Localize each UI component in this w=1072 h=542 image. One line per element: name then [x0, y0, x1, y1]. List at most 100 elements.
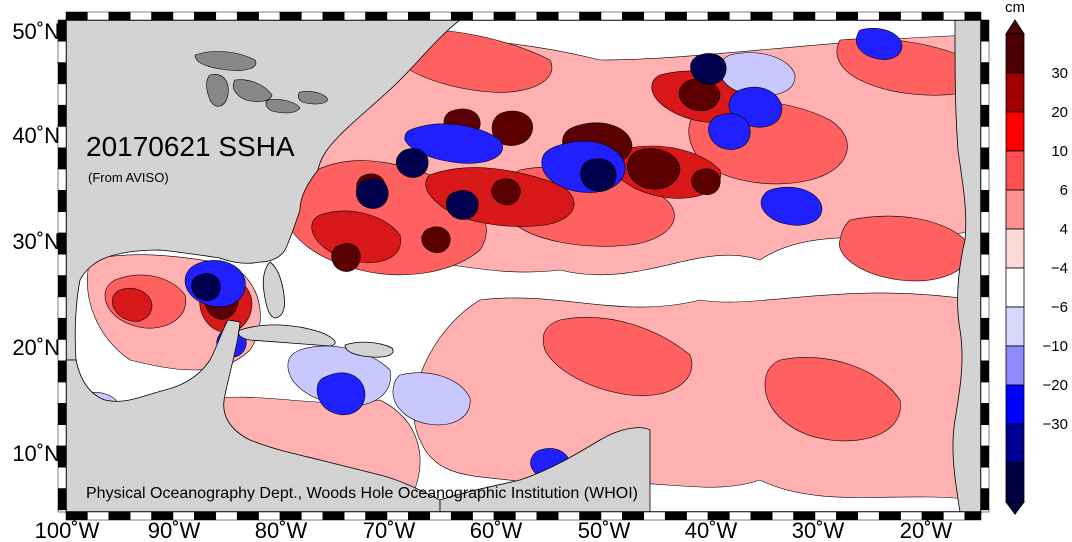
colorbar-max-arrow: [1005, 19, 1025, 35]
frame-segment: [600, 11, 623, 21]
frame-segment: [515, 11, 538, 21]
frame-segment: [980, 467, 990, 489]
frame-segment: [408, 11, 431, 21]
frame-segment: [557, 511, 580, 521]
frame-segment: [750, 511, 773, 521]
frame-segment: [964, 511, 982, 521]
florida-land: [262, 261, 285, 319]
frame-segment: [857, 511, 880, 521]
colorbar-tick-labels: 30 20 10 6 4 −4 −6 −10 −20 −30: [1043, 65, 1068, 433]
frame-segment: [87, 11, 110, 21]
lon-label-100w: 100˚W: [35, 518, 100, 542]
frame-segment: [980, 275, 990, 298]
map-credit: Physical Oceanography Dept., Woods Hole …: [86, 485, 638, 502]
frame-segment: [579, 11, 602, 21]
frame-segment: [980, 83, 990, 106]
longitude-labels: 100˚W 90˚W 80˚W 70˚W 60˚W 50˚W 40˚W 30˚W…: [35, 518, 953, 542]
frame-segment: [707, 11, 730, 21]
map-title: 20170621 SSHA: [86, 131, 295, 162]
frame-segment: [429, 11, 452, 21]
frame-segment: [215, 511, 238, 521]
frame-segment: [65, 11, 88, 21]
frame-segment: [129, 11, 152, 21]
colorbar-tick-label: 4: [1060, 221, 1068, 238]
frame-segment: [980, 254, 990, 276]
frame-segment: [964, 11, 982, 21]
lat-label-50: 50˚N: [12, 19, 60, 44]
frame-segment: [980, 211, 990, 234]
frame-segment: [900, 11, 923, 21]
frame-segment: [980, 360, 990, 383]
frame-segment: [57, 147, 67, 170]
colorbar-cell: [1005, 33, 1025, 74]
frame-segment: [365, 11, 388, 21]
frame-segment: [980, 19, 990, 42]
frame-checker-border: [57, 11, 990, 521]
lon-label-60w: 60˚W: [470, 518, 523, 542]
frame-segment: [57, 381, 67, 404]
frame-segment: [980, 488, 990, 511]
frame-segment: [557, 11, 580, 21]
colorbar-tick-label: 20: [1051, 104, 1068, 121]
frame-segment: [980, 509, 990, 513]
north-america-land: [66, 20, 461, 361]
frame-segment: [57, 168, 67, 191]
frame-segment: [493, 11, 516, 21]
lon-label-50w: 50˚W: [578, 518, 631, 542]
frame-segment: [980, 126, 990, 149]
colorbar-tick-label: −4: [1051, 260, 1068, 277]
colorbar-tick-label: −30: [1043, 416, 1068, 433]
frame-segment: [643, 11, 666, 21]
frame-segment: [943, 11, 966, 21]
frame-segment: [172, 11, 195, 21]
frame-segment: [980, 381, 990, 404]
frame-segment: [536, 511, 559, 521]
colorbar-cells: [1005, 19, 1025, 515]
frame-segment: [980, 445, 990, 468]
frame-segment: [429, 511, 452, 521]
colorbar-cell: [1005, 267, 1025, 308]
frame-segment: [980, 168, 990, 191]
frame-segment: [980, 147, 990, 170]
lat-label-30: 30˚N: [12, 229, 60, 254]
frame-segment: [57, 275, 67, 298]
frame-segment: [771, 11, 794, 21]
colorbar-cell: [1005, 462, 1025, 503]
frame-segment: [729, 11, 752, 21]
map-subtitle: (From AVISO): [88, 170, 169, 185]
colorbar-unit: cm: [1005, 0, 1025, 16]
frame-segment: [980, 232, 990, 255]
frame-segment: [664, 511, 687, 521]
cuba-land: [238, 324, 336, 347]
hispaniola-land: [344, 341, 394, 358]
latitude-labels: 50˚N 40˚N 30˚N 20˚N 10˚N: [12, 19, 60, 466]
frame-segment: [301, 11, 324, 21]
colorbar-tick-label: −20: [1043, 377, 1068, 394]
frame-segment: [57, 190, 67, 212]
colorbar-tick-label: −6: [1051, 299, 1068, 316]
great-lakes: [194, 51, 329, 114]
lat-label-10: 10˚N: [12, 441, 60, 466]
frame-segment: [643, 511, 666, 521]
frame-segment: [793, 11, 816, 21]
frame-segment: [57, 360, 67, 383]
colorbar-tick-label: 10: [1051, 143, 1068, 160]
africa-land: [952, 20, 981, 512]
frame-segment: [57, 83, 67, 106]
frame-segment: [980, 41, 990, 63]
frame-segment: [57, 296, 67, 319]
lat-label-20: 20˚N: [12, 335, 60, 360]
map-frame: [57, 11, 990, 521]
frame-segment: [980, 62, 990, 85]
frame-segment: [57, 509, 67, 513]
lon-label-80w: 80˚W: [255, 518, 308, 542]
lon-label-20w: 20˚W: [900, 518, 953, 542]
frame-segment: [194, 11, 217, 21]
frame-segment: [322, 511, 345, 521]
frame-segment: [236, 11, 259, 21]
frame-segment: [450, 11, 473, 21]
frame-segment: [108, 11, 131, 21]
lon-label-90w: 90˚W: [148, 518, 201, 542]
frame-segment: [814, 11, 837, 21]
